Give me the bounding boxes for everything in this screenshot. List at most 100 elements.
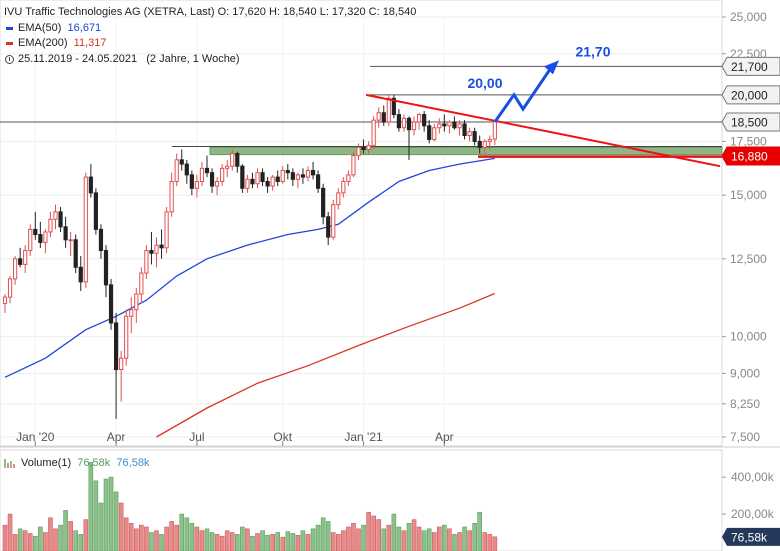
chart-legend: IVU Traffic Technologies AG (XETRA, Last… [4, 5, 416, 67]
candle-body [482, 140, 487, 148]
candle-body [7, 278, 13, 298]
volume-bar [68, 521, 73, 551]
volume-bar [452, 534, 457, 551]
candle-body [189, 174, 194, 189]
candle-body [386, 97, 391, 123]
ema50-swatch-icon [6, 26, 13, 30]
candle-body [93, 192, 99, 230]
candle-body [103, 250, 109, 286]
volume-bar [396, 526, 402, 551]
volume-bar [487, 534, 493, 551]
candle-body [270, 176, 275, 187]
legend-title: IVU Traffic Technologies AG (XETRA, Last… [4, 6, 215, 18]
candle-body [139, 272, 144, 295]
candle-body [396, 114, 401, 129]
y-tick-label: 7,500 [730, 430, 760, 444]
candle-body [295, 174, 300, 180]
volume-bar [32, 535, 38, 551]
ema200-line [156, 292, 496, 438]
volume-bar [280, 536, 286, 551]
volume-value-2: 76,58k [116, 457, 150, 469]
volume-bar [295, 535, 301, 551]
volume-bar [330, 532, 336, 551]
candle-body [260, 172, 265, 183]
x-axis: Jan '20 Apr Jul Okt Jan '21 Apr [16, 430, 454, 446]
candle-body [230, 153, 235, 167]
arrow-head-icon [544, 60, 559, 75]
candle-body [406, 117, 412, 131]
candle-body [114, 322, 119, 371]
candle-body [361, 146, 366, 150]
volume-bar [194, 526, 200, 551]
volume-bar [442, 524, 447, 551]
candle-body [209, 172, 215, 187]
volume-bar [38, 526, 43, 551]
candle-body [98, 228, 104, 252]
candle-body [194, 181, 200, 189]
volume-bar [356, 528, 361, 551]
candle-body [351, 155, 356, 176]
legend-ohlc: O: 17,620 H: 18,540 L: 17,320 C: 18,540 [217, 6, 417, 18]
candle-body [78, 266, 83, 283]
legend-period-note: (2 Jahre, 1 Woche) [146, 52, 240, 65]
candle-body [290, 172, 295, 180]
volume-bar [320, 517, 326, 551]
price-badge-label: 20,000 [731, 88, 768, 102]
candle-body [305, 170, 311, 178]
volume-bar [88, 462, 94, 551]
candle-body [255, 172, 260, 185]
price-badge [721, 56, 780, 76]
candle-body [346, 174, 351, 183]
volume-bar [73, 530, 78, 551]
volume-value-1: 76,58k [77, 457, 111, 469]
volume-bar [386, 524, 392, 551]
candle-body [68, 239, 73, 242]
volume-bar [134, 528, 139, 551]
candle-body [376, 112, 381, 121]
candle-body [321, 187, 326, 218]
candle-body [48, 218, 53, 233]
trendline [365, 93, 721, 168]
volume-bar [416, 526, 422, 551]
candle-body [58, 211, 63, 228]
volume-bar [154, 530, 159, 551]
candle-body [280, 170, 285, 183]
volume-bar [411, 519, 417, 551]
candle-body [119, 357, 124, 371]
volume-bar [462, 526, 467, 551]
candle-body [38, 234, 43, 243]
candle-body [28, 228, 33, 252]
y-axis: 25,00022,50017,50015,00012,50010,0009,00… [722, 10, 767, 444]
candle-body [275, 176, 280, 183]
candle-body [174, 159, 179, 183]
candle-body [316, 174, 321, 189]
candle-body [285, 170, 290, 174]
candle-body [184, 163, 189, 176]
volume-bar [83, 519, 89, 551]
candle-body [310, 170, 316, 176]
volume-bar [351, 523, 356, 551]
candle-body [63, 226, 68, 241]
candle-body [13, 258, 18, 280]
volume-bar [436, 526, 442, 551]
volume-bar [376, 519, 382, 551]
legend-period: 25.11.2019 - 24.05.2021 [18, 52, 138, 65]
volume-label: Volume(1) [21, 457, 72, 469]
candle-body [245, 178, 250, 189]
candle-body [18, 258, 23, 265]
support-band [209, 146, 723, 156]
candle-body [477, 140, 482, 148]
volume-bar [12, 534, 18, 551]
y-tick-label: 12,500 [730, 252, 767, 266]
volume-bar [189, 523, 195, 551]
volume-bar [361, 524, 366, 551]
x-tick-label: Jul [189, 430, 204, 444]
candle-body [144, 250, 149, 274]
volume-bar [421, 530, 427, 551]
volume-bar [335, 534, 341, 551]
volume-axis: 400,00k 200,00k 76,58k [722, 470, 780, 546]
clock-icon [5, 54, 14, 64]
volume-bar [184, 517, 190, 551]
price-badge-label: 16,880 [731, 150, 768, 164]
volume-bar [381, 528, 387, 551]
